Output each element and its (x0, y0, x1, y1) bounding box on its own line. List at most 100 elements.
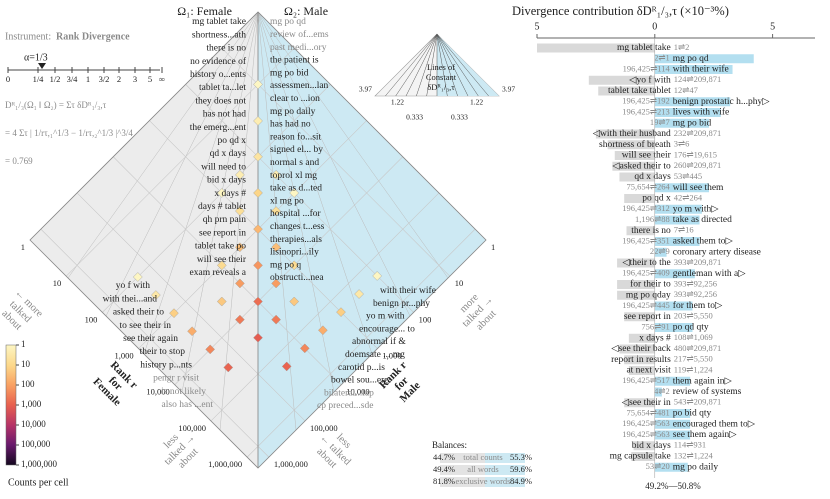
rank-label: 393⇌92,256 (674, 289, 717, 299)
rank-label: 196,425⇌312 (622, 203, 670, 213)
female-rank-tick: 1,000 (114, 351, 133, 361)
bar (588, 75, 655, 85)
female-word: days # tablet (198, 202, 246, 212)
male-word: has had no (270, 120, 311, 130)
balance-right-bg (485, 477, 525, 487)
scale-label: 3 (133, 74, 137, 84)
female-word: tablet take po (195, 242, 246, 252)
heatmap-cell (289, 260, 299, 271)
bar (654, 215, 700, 225)
scale-label: 1/4 (33, 74, 45, 84)
bar (654, 65, 733, 74)
balance-left: 81.8% (433, 476, 455, 486)
grid-line (174, 156, 403, 385)
rank-label: 1⇌2 (674, 42, 690, 52)
inset-label: 3.97 (359, 85, 372, 94)
word-label: po qd x (642, 194, 671, 204)
male-rank-tick: 100 (419, 314, 432, 324)
bar (614, 151, 655, 160)
colorbar (5, 344, 17, 466)
contour-line (257, 11, 297, 431)
word-label: see report in (624, 312, 671, 322)
rank-label: 232⇌209,871 (674, 128, 722, 138)
contour-line (219, 11, 259, 431)
word-label: bid x days (632, 441, 671, 451)
heatmap-cell (318, 325, 328, 336)
inset-title: δDᴿ₁/₃,τ (427, 82, 455, 92)
word-label: there is no (631, 226, 671, 236)
bar (628, 366, 655, 375)
heatmap-cell (372, 271, 382, 281)
male-word: mg po bid (270, 68, 309, 78)
bar (654, 387, 662, 397)
contour-line (143, 11, 259, 355)
inset-contour (385, 33, 438, 97)
male-word: signed el... by (270, 145, 323, 155)
bar (537, 43, 655, 53)
heatmap-cell (235, 314, 245, 325)
rank-label: 203⇌5,550 (674, 311, 713, 321)
male-word: the patient is (270, 56, 319, 66)
rank-label: 132⇌1,224 (674, 450, 714, 460)
scale-label: ∞ (159, 74, 165, 84)
male-word: mg po qd (270, 17, 306, 27)
bar (617, 290, 655, 300)
word-label: ◁see their in (622, 398, 671, 408)
female-word: also has ...ent (162, 400, 214, 410)
inset-contour (436, 33, 489, 97)
scale-label: 3/4 (67, 74, 79, 84)
heatmap-cell (253, 188, 263, 198)
word-label: will see their (622, 151, 672, 161)
instrument-name: Rank Divergence (56, 31, 130, 42)
female-word: their to stop (140, 347, 186, 357)
bar (654, 269, 695, 279)
female-rank-tick: 10,000 (146, 387, 169, 397)
grid-line (76, 192, 306, 422)
colorbar-label: 10 (21, 359, 31, 369)
word-label: mg po bid (673, 118, 712, 128)
word-label: them again in▷ (673, 376, 733, 386)
male-word: past medi...ory (270, 43, 327, 53)
word-label: ◁asked their to (612, 161, 671, 171)
male-word: bowel sou...ere (331, 376, 389, 386)
female-word: po qd x (218, 136, 247, 146)
male-word: lisinopri...ily (270, 248, 319, 258)
rank-label: 260⇌209,871 (674, 160, 722, 170)
heatmap-cell (289, 188, 299, 198)
heatmap-cell (281, 361, 292, 372)
female-word: see report in (199, 228, 246, 238)
word-label: review of systems (673, 386, 742, 397)
word-label: ◁yo f with (629, 74, 671, 85)
bar (617, 280, 655, 289)
balance-left-bg (440, 453, 485, 463)
scale-label: 0 (6, 74, 10, 84)
x-tick-label: 0 (652, 21, 657, 32)
inset-title: Lines of (427, 62, 455, 72)
bar (628, 333, 655, 343)
balance-label: all words (467, 464, 498, 474)
balance-label: total counts (463, 452, 502, 462)
balance-left: 49.4% (433, 464, 455, 474)
rank-label: 22⇌9 (650, 246, 670, 256)
female-rank-tick: 10 (53, 278, 62, 288)
heatmap-cell (271, 170, 281, 180)
alpha-marker (38, 63, 46, 69)
heatmap-cell (132, 272, 143, 282)
scale-label: 5 (148, 74, 152, 84)
bar (654, 430, 691, 440)
male-word: xl mg po (270, 196, 304, 206)
rank-label: 19⇌7 (650, 117, 670, 127)
balance-right-bg (485, 465, 525, 475)
inset-label: 1.22 (470, 98, 483, 107)
inset-contour (436, 33, 458, 97)
heatmap-cell (216, 296, 227, 307)
heatmap-cell (235, 206, 245, 216)
rank-label: 42⇌264 (674, 192, 703, 202)
inset-contour (395, 33, 438, 97)
word-label: mg po qday (626, 290, 671, 300)
word-label: tablet take tablet (608, 86, 671, 96)
female-word: with thei...and (103, 294, 158, 304)
contour-line (67, 11, 259, 279)
inset-contour (405, 33, 438, 97)
balance-right: 55.3% (510, 452, 532, 462)
